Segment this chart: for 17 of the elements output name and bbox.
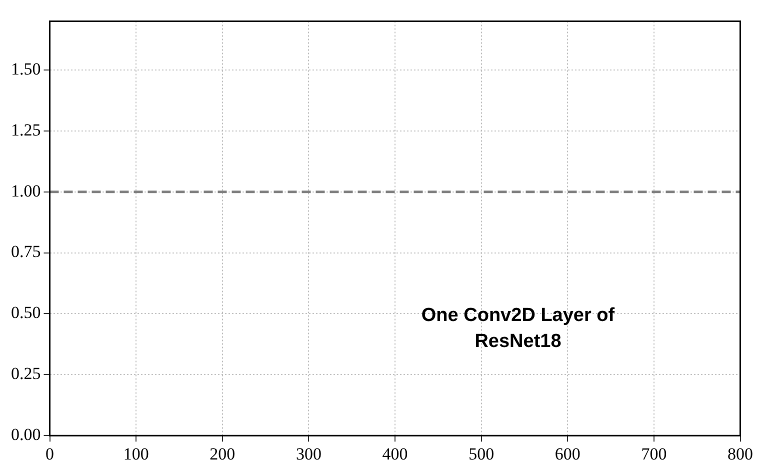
- x-tick-label: 100: [123, 444, 149, 464]
- x-tick-label: 700: [641, 444, 667, 464]
- y-tick-label: 0.25: [11, 364, 41, 384]
- x-tick-label: 300: [296, 444, 322, 464]
- x-tick-label: 600: [554, 444, 580, 464]
- x-tick-label: 200: [210, 444, 236, 464]
- x-tick-label: 800: [728, 444, 753, 464]
- y-tick-label: 0.75: [11, 242, 41, 262]
- x-tick-label: 0: [46, 444, 54, 464]
- y-tick-label: 1.25: [11, 120, 41, 140]
- y-tick-label: 0.50: [11, 303, 41, 322]
- y-tick-label: 0.00: [11, 425, 41, 444]
- y-tick-label: 1.00: [11, 181, 41, 200]
- y-tick-label: 1.50: [11, 59, 41, 78]
- x-tick-label: 500: [468, 444, 494, 464]
- x-tick-label: 400: [382, 444, 408, 464]
- annotation: One Conv2D Layer of ResNet18: [420, 304, 616, 354]
